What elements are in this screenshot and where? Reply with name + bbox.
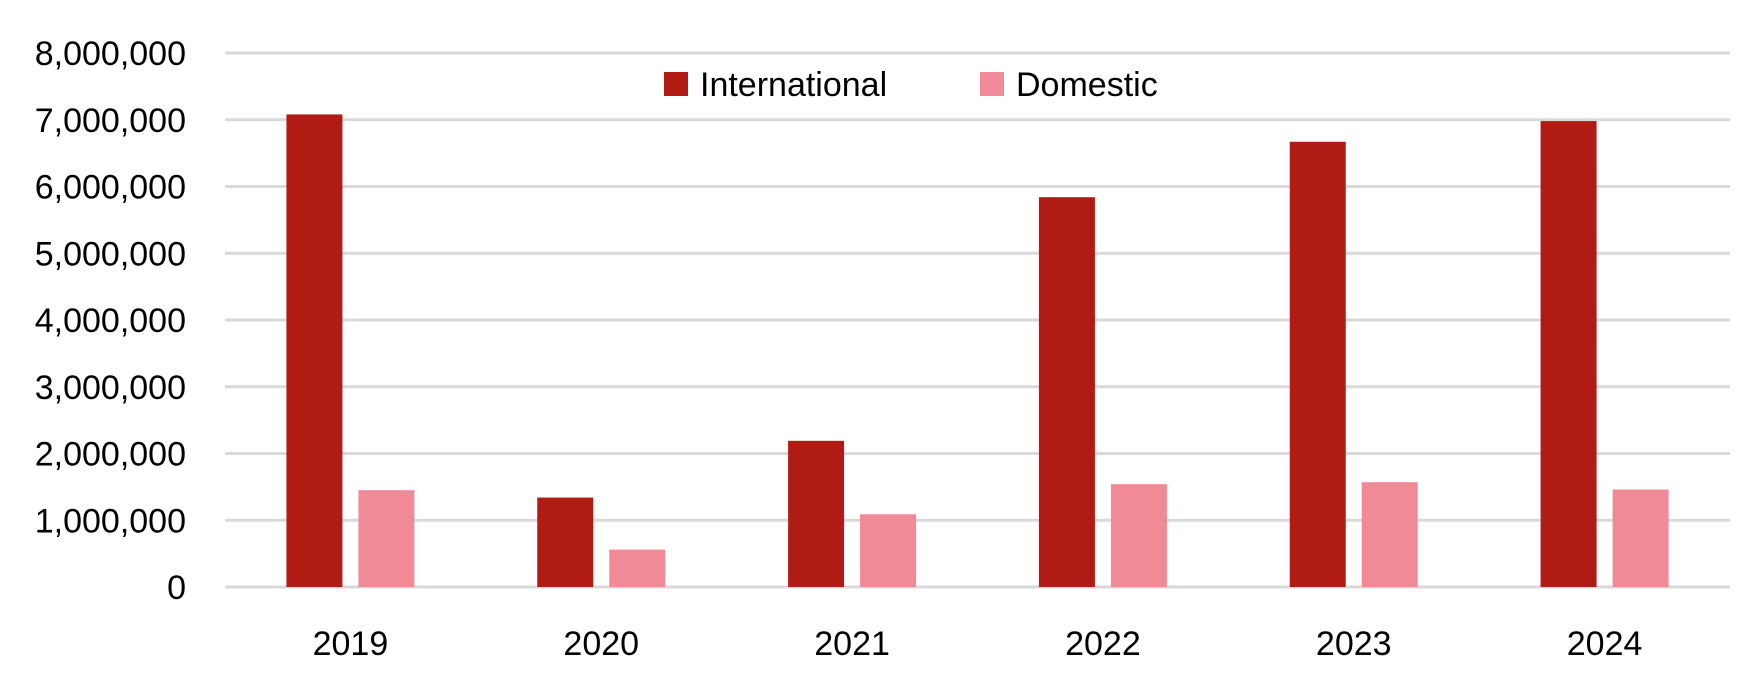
y-tick-label: 1,000,000	[35, 502, 186, 540]
legend: International Domestic	[664, 66, 1158, 104]
bar-domestic-2024	[1612, 489, 1669, 587]
bar-international-2021	[788, 440, 845, 587]
bar-international-2024	[1540, 121, 1597, 588]
y-tick-label: 2,000,000	[35, 436, 186, 474]
bar-domestic-2022	[1110, 484, 1167, 587]
y-tick-label: 3,000,000	[35, 369, 186, 407]
legend-swatch-domestic	[980, 72, 1004, 96]
bar-international-2019	[286, 114, 343, 587]
bar-domestic-2023	[1361, 482, 1418, 587]
y-tick-label: 0	[167, 569, 186, 607]
legend-label-international: International	[700, 66, 887, 104]
bar-international-2023	[1289, 141, 1346, 587]
x-tick-label: 2021	[814, 625, 890, 663]
x-axis-tick-labels: 2019 2020 2021 2022 2023 2024	[313, 625, 1643, 663]
bars	[286, 114, 1669, 588]
y-tick-label: 7,000,000	[35, 102, 186, 140]
x-tick-label: 2024	[1567, 625, 1643, 663]
y-tick-label: 5,000,000	[35, 235, 186, 273]
legend-label-domestic: Domestic	[1016, 66, 1158, 104]
bar-international-2022	[1038, 197, 1095, 587]
bar-domestic-2021	[860, 514, 917, 587]
bar-international-2020	[537, 497, 594, 587]
y-axis-tick-labels: 0 1,000,000 2,000,000 3,000,000 4,000,000 5,0…	[35, 35, 186, 607]
y-tick-label: 4,000,000	[35, 302, 186, 340]
y-tick-label: 8,000,000	[35, 35, 186, 73]
gridlines	[225, 51, 1730, 589]
x-tick-label: 2020	[563, 625, 639, 663]
x-tick-label: 2019	[313, 625, 389, 663]
y-tick-label: 6,000,000	[35, 169, 186, 207]
x-tick-label: 2022	[1065, 625, 1141, 663]
bar-domestic-2020	[609, 549, 666, 587]
x-tick-label: 2023	[1316, 625, 1392, 663]
bar-domestic-2019	[358, 490, 415, 587]
legend-swatch-international	[664, 72, 688, 96]
